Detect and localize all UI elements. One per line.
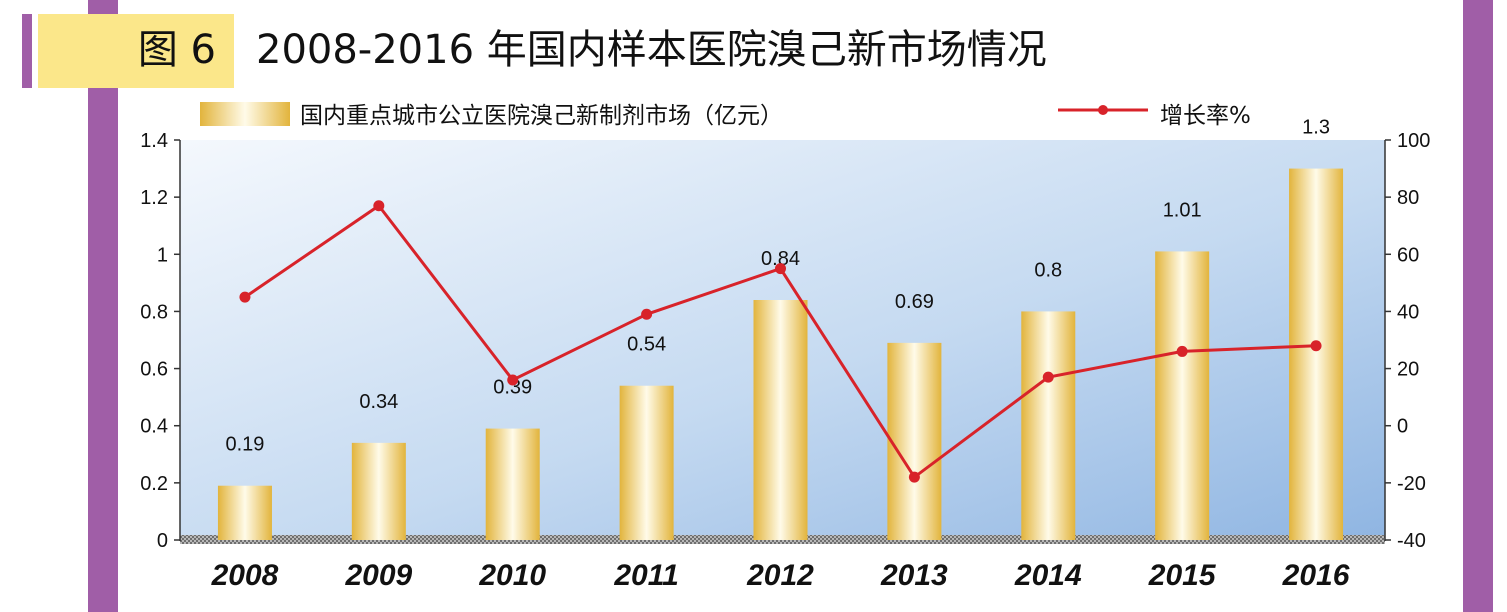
left-tick-label: 0.2: [140, 473, 168, 495]
category-label: 2012: [746, 559, 814, 592]
category-label: 2009: [344, 559, 412, 592]
figure-label: 图 6: [137, 27, 216, 73]
left-tick-label: 1: [157, 244, 168, 266]
bar-2013: [887, 342, 942, 540]
line-series: [239, 200, 1322, 483]
bar-series: [217, 168, 1344, 541]
left-purple-border: [88, 0, 118, 612]
left-tick-label: 0.8: [140, 301, 168, 323]
figure-title: 2008-2016 年国内样本医院溴己新市场情况: [256, 27, 1047, 73]
bar-2010: [485, 428, 540, 540]
category-label: 2014: [1014, 559, 1082, 592]
bar-2014: [1021, 311, 1076, 540]
title-accent-bar: [22, 14, 32, 88]
bar-2012: [753, 300, 808, 540]
growth-point-2009: [373, 200, 385, 212]
category-labels: 2008 2009 2010 2011 2012 2013 2014 2015 2016: [211, 559, 1350, 592]
bar-value-label: 0.69: [895, 291, 934, 313]
left-tick-label: 1.4: [140, 130, 168, 152]
growth-point-2011: [641, 308, 653, 320]
legend-bar-label: 国内重点城市公立医院溴己新制剂市场（亿元）: [300, 103, 783, 129]
right-tick-label: -40: [1397, 530, 1426, 552]
bar-data-labels: 0.19 0.34 0.39 0.54 0.84 0.69 0.8 1.01 1.3: [225, 117, 1329, 456]
bar-2016: [1289, 168, 1344, 541]
category-label: 2013: [880, 559, 948, 592]
right-tick-label: 0: [1397, 416, 1408, 438]
category-label: 2008: [211, 559, 279, 592]
bar-value-label: 0.34: [359, 391, 398, 413]
bar-value-label: 0.19: [225, 434, 264, 456]
growth-point-2012: [775, 263, 786, 275]
bar-value-label: 0.54: [627, 334, 666, 356]
legend-line-marker: [1098, 105, 1108, 115]
bar-2015: [1155, 251, 1210, 540]
right-tick-label: 40: [1397, 301, 1419, 323]
bar-value-label: 0.84: [761, 248, 800, 270]
bar-value-label: 0.39: [493, 377, 532, 399]
bar-2008: [217, 485, 272, 540]
right-tick-label: 60: [1397, 244, 1419, 266]
growth-point-2014: [1042, 371, 1054, 383]
left-tick-label: 0.6: [140, 359, 168, 381]
growth-point-2015: [1176, 345, 1188, 357]
category-label: 2015: [1148, 559, 1217, 592]
bar-2009: [351, 442, 406, 540]
legend-line-label: 增长率%: [1160, 103, 1251, 129]
left-axis-ticks: 0 0.2 0.4 0.6 0.8 1 1.2 1.4: [140, 130, 180, 552]
category-label: 2016: [1282, 559, 1350, 592]
legend-bar-swatch: [200, 102, 290, 126]
growth-point-2010: [507, 374, 519, 386]
bar-value-label: 1.01: [1163, 199, 1202, 221]
bar-2011: [619, 385, 674, 540]
growth-point-2013: [908, 471, 920, 483]
left-tick-label: 0.4: [140, 416, 168, 438]
right-tick-label: -20: [1397, 473, 1426, 495]
legend: 国内重点城市公立医院溴己新制剂市场（亿元） 增长率%: [200, 102, 1251, 129]
category-label: 2011: [613, 559, 679, 592]
figure-label-box: 图 6: [38, 14, 234, 88]
category-label: 2010: [478, 559, 546, 592]
left-tick-label: 1.2: [140, 187, 168, 209]
right-tick-label: 100: [1397, 130, 1430, 152]
right-tick-label: 20: [1397, 359, 1419, 381]
growth-point-2008: [239, 291, 251, 303]
right-purple-border: [1463, 0, 1493, 612]
growth-point-2016: [1310, 340, 1322, 352]
bar-value-label: 0.8: [1034, 259, 1062, 281]
left-tick-label: 0: [157, 530, 168, 552]
right-tick-label: 80: [1397, 187, 1419, 209]
bar-value-label: 1.3: [1302, 117, 1330, 139]
right-axis-ticks: -40 -20 0 20 40 60 80 100: [1385, 130, 1430, 552]
